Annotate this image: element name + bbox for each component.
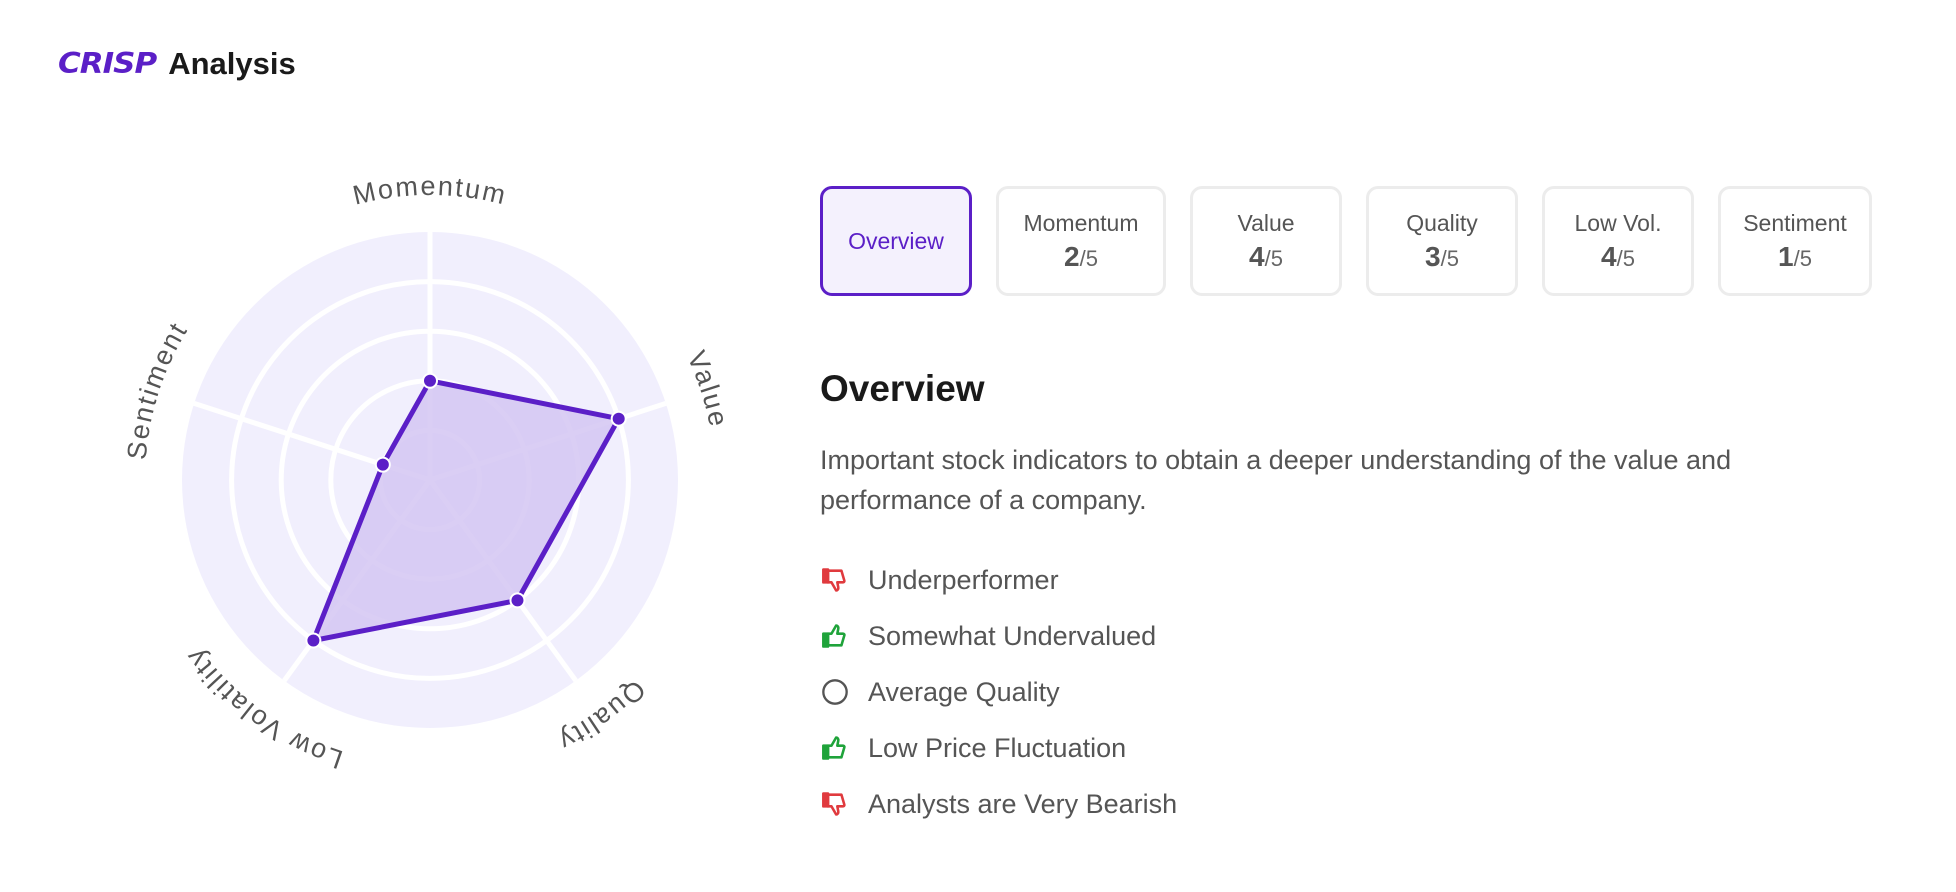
overview-description: Important stock indicators to obtain a d… bbox=[820, 445, 1732, 515]
thumbs-up-icon bbox=[820, 621, 850, 651]
tab-label: Quality bbox=[1406, 209, 1478, 236]
logo: CRISP bbox=[58, 47, 157, 81]
radar-axis-label: Quality bbox=[553, 674, 651, 757]
tab-value[interactable]: Value 4/5 bbox=[1190, 186, 1342, 296]
circle-icon bbox=[820, 677, 850, 707]
thumbs-down-icon bbox=[820, 789, 850, 819]
score-tabs: Overview Momentum 2/5 Value 4/5 Quality … bbox=[820, 186, 1872, 296]
radar-point bbox=[422, 372, 438, 389]
tab-overview[interactable]: Overview bbox=[820, 186, 972, 296]
tab-quality[interactable]: Quality 3/5 bbox=[1366, 186, 1518, 296]
factor-item: Analysts are Very Bearish bbox=[820, 776, 1177, 832]
tab-score: 4/5 bbox=[1601, 241, 1635, 273]
tab-label: Value bbox=[1237, 209, 1295, 236]
radar-point bbox=[374, 456, 391, 473]
radar-axis-label: Value bbox=[681, 346, 734, 430]
factor-item: Somewhat Undervalued bbox=[820, 608, 1177, 664]
thumbs-up-icon bbox=[820, 733, 850, 763]
tab-low-vol[interactable]: Low Vol. 4/5 bbox=[1542, 186, 1694, 296]
app-title: Analysis bbox=[168, 46, 296, 81]
factor-item: Underperformer bbox=[820, 552, 1177, 608]
tab-label: Sentiment bbox=[1743, 209, 1847, 236]
radar-chart: Momentum Value Quality Low Volatility Sentim… bbox=[100, 160, 760, 820]
factor-item: Low Price Fluctuation bbox=[820, 720, 1177, 776]
tab-momentum[interactable]: Momentum 2/5 bbox=[996, 186, 1166, 296]
radar-point bbox=[509, 592, 526, 609]
tab-score: 1/5 bbox=[1778, 241, 1812, 273]
tab-label: Low Vol. bbox=[1574, 209, 1662, 236]
factor-text: Analysts are Very Bearish bbox=[868, 788, 1178, 819]
tab-sentiment[interactable]: Sentiment 1/5 bbox=[1718, 186, 1872, 296]
tab-label: Overview bbox=[848, 227, 944, 254]
factor-list: Underperformer Somewhat Undervalued Aver… bbox=[820, 552, 1177, 832]
section-title: Overview bbox=[820, 368, 985, 409]
tab-score: 3/5 bbox=[1425, 241, 1459, 273]
factor-text: Low Price Fluctuation bbox=[868, 732, 1127, 763]
radar-axis-label: Sentiment bbox=[122, 316, 194, 461]
tab-label: Momentum bbox=[1023, 209, 1139, 236]
radar-area bbox=[310, 378, 622, 644]
tab-score: 2/5 bbox=[1064, 241, 1098, 273]
factor-text: Underperformer bbox=[868, 564, 1059, 595]
thumbs-down-icon bbox=[820, 565, 850, 595]
factor-text: Average Quality bbox=[868, 676, 1060, 707]
radar-point bbox=[305, 632, 322, 649]
radar-axis-label: Momentum bbox=[350, 171, 510, 211]
factor-item: Average Quality bbox=[820, 664, 1177, 720]
factor-text: Somewhat Undervalued bbox=[868, 620, 1157, 651]
header: CRISP Analysis bbox=[58, 46, 296, 82]
tab-score: 4/5 bbox=[1249, 241, 1283, 273]
radar-point bbox=[610, 410, 627, 427]
